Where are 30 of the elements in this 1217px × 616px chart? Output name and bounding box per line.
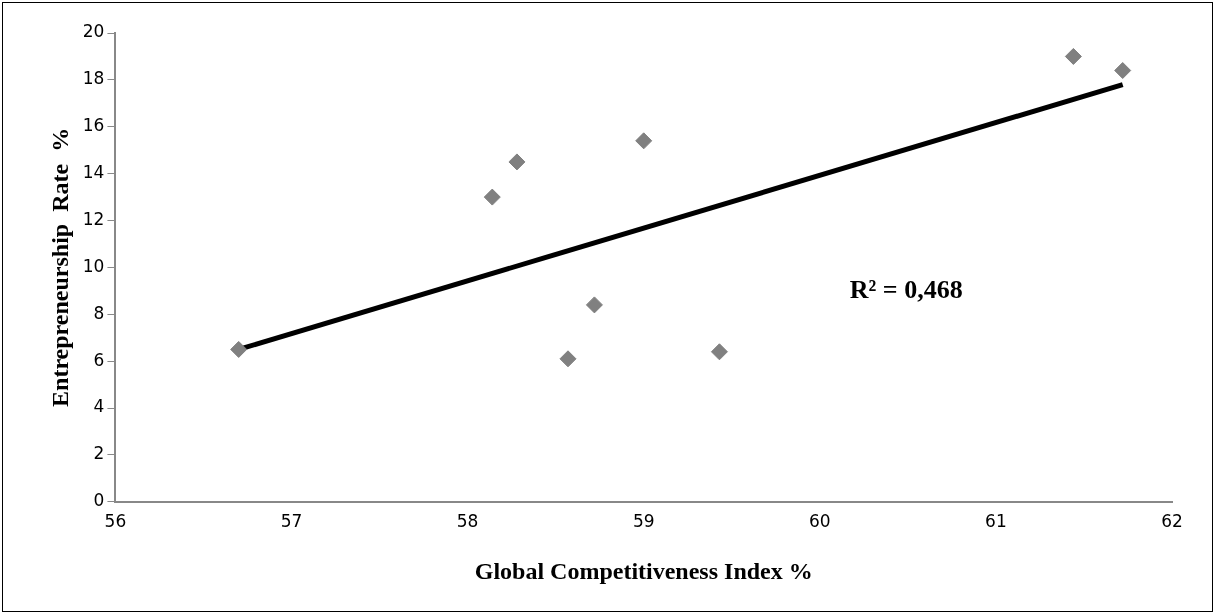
y-axis-title: Entrepreneurship Rate % [46, 127, 73, 407]
x-tick-label: 59 [632, 511, 655, 532]
point [1064, 47, 1082, 65]
point [1114, 62, 1132, 79]
y-tick-label: 10 [82, 255, 105, 276]
point [635, 132, 653, 150]
point [559, 350, 577, 368]
x-tick-label: 61 [985, 511, 1007, 532]
x-tick-label: 56 [104, 511, 127, 532]
y-tick-label: 8 [93, 302, 105, 323]
x-axis-title: Global Competitiveness Index % [474, 557, 813, 584]
y-tick-label: 2 [93, 443, 105, 464]
annotation: R² = 0,468 [849, 274, 963, 304]
x-tick-label: 60 [808, 511, 831, 532]
y-tick-label: 18 [82, 68, 105, 89]
x-tick-label: 58 [456, 511, 479, 532]
y-tick-label: 4 [93, 396, 105, 417]
y-tick-label: 20 [82, 21, 105, 42]
y-tick-label: 0 [93, 490, 105, 511]
point [710, 343, 728, 361]
y-tick-label: 16 [82, 115, 105, 136]
point [508, 153, 526, 171]
point [585, 296, 603, 314]
x-tick-label: 57 [280, 511, 303, 532]
point [230, 340, 248, 358]
y-tick-label: 12 [82, 208, 105, 229]
point [483, 188, 501, 206]
y-tick-label: 14 [82, 162, 105, 183]
x-tick-label: 62 [1161, 511, 1183, 532]
y-tick-label: 6 [93, 349, 105, 370]
